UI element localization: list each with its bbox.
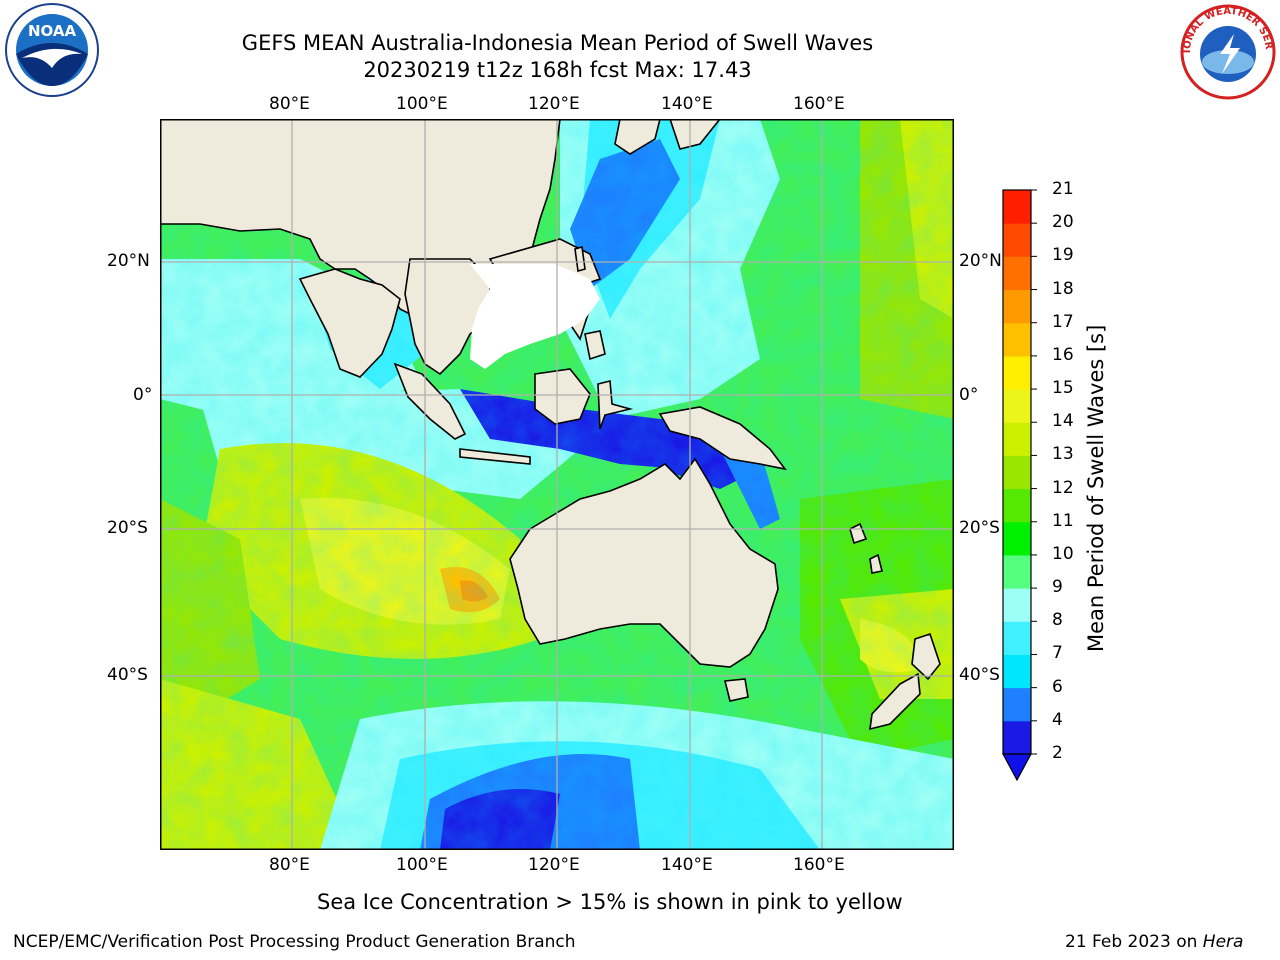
colorbar-tick-label: 10 — [1052, 543, 1074, 564]
colorbar-segment — [1003, 322, 1031, 357]
colorbar-tick-label: 14 — [1052, 411, 1074, 432]
lat-label-left-0: 0° — [133, 385, 153, 405]
chart-subtitle: 20230219 t12z 168h fcst Max: 17.43 — [363, 58, 752, 82]
colorbar-tick-label: 8 — [1052, 610, 1063, 631]
colorbar-tick-label: 19 — [1052, 245, 1074, 266]
colorbar-outline — [1002, 189, 1032, 755]
land — [160, 119, 941, 731]
colorbar-segment — [1003, 256, 1031, 291]
lon-label-bottom-140e: 140°E — [661, 855, 713, 875]
colorbar-tick-label: 11 — [1052, 510, 1074, 531]
colorbar-tick-label: 15 — [1052, 378, 1074, 399]
colorbar-tick-label: 12 — [1052, 477, 1074, 498]
colorbar-tick-label: 7 — [1052, 643, 1063, 664]
footer-credit: NCEP/EMC/Verification Post Processing Pr… — [13, 932, 576, 952]
nws-logo: NATIONAL WEATHER SERVICE — [1174, 0, 1278, 102]
noaa-logo: NOAA — [2, 2, 102, 102]
footer-date-text: 21 Feb 2023 on — [1065, 932, 1203, 952]
graticule — [160, 119, 954, 850]
colorbar — [1000, 186, 1040, 786]
colorbar-segment — [1003, 554, 1031, 589]
lon-label-bottom-100e: 100°E — [396, 855, 448, 875]
colorbar-tick-label: 2 — [1052, 743, 1063, 763]
svg-text:NOAA: NOAA — [28, 22, 77, 40]
lon-label-top-140e: 140°E — [661, 94, 713, 114]
colorbar-tick-label: 13 — [1052, 444, 1074, 465]
colorbar-tick-label: 17 — [1052, 311, 1074, 332]
colorbar-tick-label: 21 — [1052, 179, 1074, 199]
lon-label-top-160e: 160°E — [793, 94, 845, 114]
lat-label-right-40s: 40°S — [959, 665, 1000, 685]
colorbar-segment — [1003, 289, 1031, 324]
footer-date: 21 Feb 2023 on Hera — [1065, 932, 1243, 952]
colorbar-segment — [1003, 521, 1031, 556]
lon-label-top-120e: 120°E — [528, 94, 580, 114]
colorbar-tick-label: 16 — [1052, 344, 1074, 365]
lat-label-left-40s: 40°S — [107, 665, 148, 685]
colorbar-segment — [1003, 455, 1031, 490]
sea-ice-note: Sea Ice Concentration > 15% is shown in … — [317, 890, 903, 914]
footer-host: Hera — [1202, 932, 1244, 952]
map-frame — [160, 119, 954, 850]
lon-label-top-80e: 80°E — [269, 94, 310, 114]
colorbar-label: Mean Period of Swell Waves [s] — [1084, 324, 1108, 652]
lon-label-bottom-120e: 120°E — [528, 855, 580, 875]
lat-label-left-20s: 20°S — [107, 518, 148, 538]
colorbar-segment — [1003, 588, 1031, 622]
lat-label-left-20n: 20°N — [107, 251, 150, 271]
colorbar-segment — [1003, 223, 1031, 257]
colorbar-segment — [1003, 720, 1031, 755]
colorbar-tick-label: 18 — [1052, 278, 1074, 299]
colorbar-extension — [1001, 753, 1033, 782]
colorbar-tick-label: 9 — [1052, 577, 1063, 598]
lat-label-right-0: 0° — [959, 385, 979, 405]
colorbar-tick-label: 6 — [1052, 676, 1063, 697]
lat-label-right-20s: 20°S — [959, 518, 1000, 538]
lat-label-right-20n: 20°N — [959, 251, 1002, 271]
lon-label-bottom-80e: 80°E — [269, 855, 310, 875]
map-svg — [160, 119, 954, 850]
colorbar-segment — [1003, 389, 1031, 423]
colorbar-segment — [1003, 621, 1031, 655]
lon-label-bottom-160e: 160°E — [793, 855, 845, 875]
colorbar-segment — [1003, 687, 1031, 722]
no-data-region — [470, 264, 600, 369]
colorbar-segment — [1003, 190, 1031, 224]
map-panel — [160, 119, 954, 850]
colorbar-tick-label: 20 — [1052, 212, 1074, 233]
colorbar-tick-label: 4 — [1052, 709, 1063, 730]
lon-label-top-100e: 100°E — [396, 94, 448, 114]
colorbar-segment — [1003, 422, 1031, 456]
colorbar-segment — [1003, 488, 1031, 523]
colorbar-segment — [1003, 355, 1031, 390]
colorbar-segment — [1003, 654, 1031, 689]
chart-title: GEFS MEAN Australia-Indonesia Mean Perio… — [241, 31, 874, 55]
